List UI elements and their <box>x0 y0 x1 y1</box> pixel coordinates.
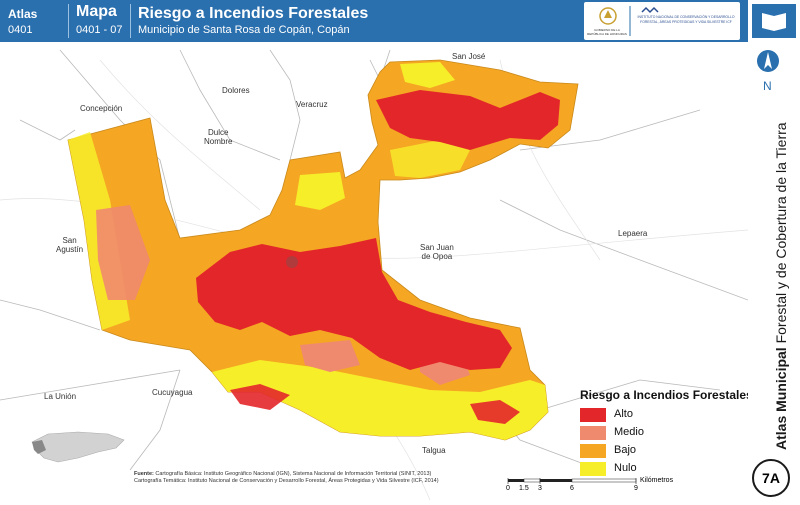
nulo-zone <box>390 140 470 178</box>
alto-zone <box>376 90 560 150</box>
open-book-icon <box>762 13 786 31</box>
road-line <box>99 59 261 211</box>
city-center-marker <box>286 256 298 268</box>
risk-map-svg <box>0 49 749 501</box>
legend-title: Riesgo a Incendios Forestales <box>580 388 753 402</box>
place-label-cucuyagua: Cucuyagua <box>152 388 193 397</box>
scale-tick-label: 3 <box>538 485 542 492</box>
place-label-concepcion: Concepción <box>80 104 123 113</box>
boundary-line <box>539 379 721 411</box>
nulo-zone <box>212 360 548 440</box>
place-label-veracruz: Veracruz <box>296 100 328 109</box>
icf-logo-icon <box>641 6 659 14</box>
place-label-la-union: La Unión <box>44 392 77 401</box>
legend-item: Bajo <box>580 442 753 460</box>
atlas-code: 0401 <box>8 24 33 36</box>
honduras-inset-map <box>28 428 128 468</box>
scale-tick-label: 6 <box>570 485 574 492</box>
map-subtitle: Municipio de Santa Rosa de Copán, Copán <box>138 24 350 36</box>
place-label-talgua: Talgua <box>422 446 446 455</box>
scale-tick-label: 0 <box>506 485 510 492</box>
map-legend: Riesgo a Incendios Forestales Alto Medio… <box>580 388 753 478</box>
atlas-vertical-title: Atlas Municipal Forestal y de Cobertura … <box>773 122 789 450</box>
logo-left-caption: GOBIERNO DE LA REPÚBLICA DE HONDURAS <box>587 28 627 36</box>
medio-zone <box>300 340 360 372</box>
legend-label: Medio <box>614 426 644 438</box>
north-arrow-icon <box>757 50 779 72</box>
copan-highlight <box>32 440 46 454</box>
alto-zone <box>230 384 290 410</box>
boundary-line <box>179 49 281 161</box>
place-label-dolores: Dolores <box>222 86 250 95</box>
legend-label: Bajo <box>614 444 637 456</box>
scale-tick-label: 9 <box>634 485 638 492</box>
legend-label: Nulo <box>614 462 637 474</box>
place-label-san-agustin: San Agustín <box>56 236 84 254</box>
seal-emblem-icon <box>604 10 612 18</box>
place-label-san-jose: San José <box>452 52 486 61</box>
legend-swatch-nulo <box>580 462 606 476</box>
right-sidebar <box>748 0 800 500</box>
place-label-san-juan-de-opoa: San Juan de Opoa <box>420 243 454 261</box>
legend-item: Alto <box>580 406 753 424</box>
scale-bar-graphic <box>507 478 637 484</box>
inset-map-svg <box>31 431 125 463</box>
boundary-line <box>0 369 181 401</box>
north-label: N <box>763 79 772 93</box>
logo-right-caption: INSTITUTO NACIONAL DE CONSERVACIÓN Y DES… <box>637 15 735 24</box>
alto-zone <box>196 238 512 370</box>
legend-label: Alto <box>614 408 633 420</box>
place-label-lepaera: Lepaera <box>618 229 648 238</box>
map-title: Riesgo a Incendios Forestales <box>138 5 369 22</box>
nulo-zone <box>400 62 455 88</box>
source-note: Fuente: Cartografía Básica: Instituto Ge… <box>134 471 484 484</box>
legend-swatch-medio <box>580 426 606 440</box>
source-label: Fuente: <box>134 471 154 477</box>
institution-logos: GOBIERNO DE LA REPÚBLICA DE HONDURAS INS… <box>584 2 740 40</box>
atlas-vertical-rest: Forestal y de Cobertura de la Tierra <box>773 122 789 348</box>
atlas-label: Atlas <box>8 7 38 21</box>
header-divider <box>68 4 69 38</box>
honduras-seal-icon <box>599 7 617 25</box>
logo-graphics <box>599 6 659 36</box>
map-number-badge: 7A <box>752 459 790 497</box>
header-divider <box>130 4 131 38</box>
boundary-line <box>269 49 301 161</box>
boundary-line <box>129 369 181 471</box>
alto-zone <box>470 400 520 424</box>
atlas-book-badge <box>752 4 796 38</box>
boundary-line <box>0 299 101 331</box>
medio-zone <box>96 205 150 300</box>
scale-segment <box>523 478 541 483</box>
scale-segment <box>571 478 637 483</box>
atlas-vertical-bold: Atlas Municipal <box>773 347 789 450</box>
legend-item: Medio <box>580 424 753 442</box>
legend-swatch-bajo <box>580 444 606 458</box>
scale-segment <box>508 479 524 482</box>
scale-bar: 0 1.5 3 6 9 Kilómetros <box>506 477 706 498</box>
scale-tick-label: 1.5 <box>519 485 529 492</box>
north-arrow: N <box>753 45 783 95</box>
map-canvas <box>0 42 749 501</box>
source-line-2: Cartografía Temática: Instituto Nacional… <box>134 477 439 484</box>
nulo-zone <box>295 172 345 210</box>
mapa-label: Mapa <box>76 3 117 20</box>
legend-swatch-alto <box>580 408 606 422</box>
scale-segment <box>540 479 572 482</box>
place-label-dulce-nombre: Dulce Nombre <box>204 128 233 146</box>
legend-item: Nulo <box>580 460 753 478</box>
boundary-line <box>19 119 76 141</box>
boundary-line <box>499 199 749 301</box>
source-line-1: Cartografía Básica: Instituto Geográfico… <box>155 471 432 477</box>
header-bar: Atlas 0401 Mapa 0401 - 07 Riesgo a Incen… <box>0 0 748 42</box>
honduras-outline <box>31 431 125 463</box>
mapa-code: 0401 - 07 <box>76 24 123 36</box>
scale-unit-label: Kilómetros <box>640 477 674 484</box>
